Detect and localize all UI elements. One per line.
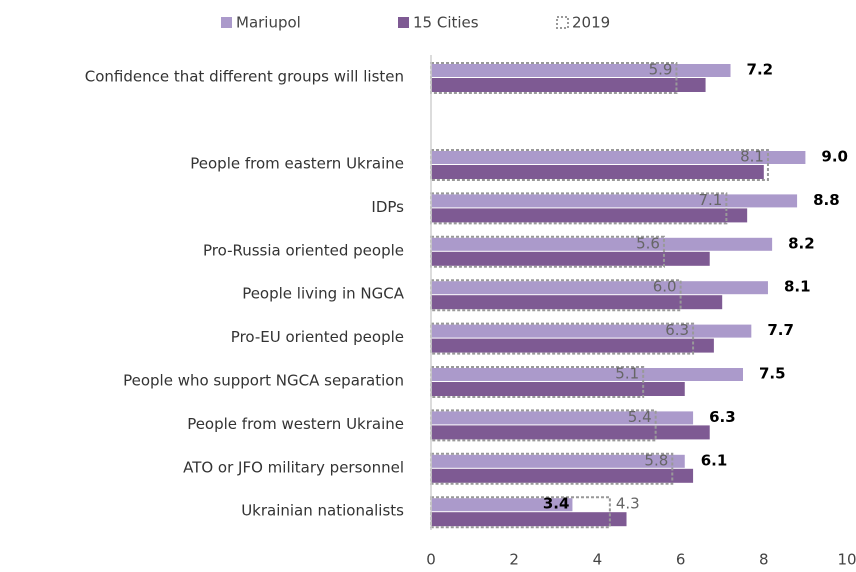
legend-label: 2019	[572, 14, 610, 32]
x-tick-label: 10	[837, 551, 856, 569]
bar	[431, 324, 752, 338]
x-tick-label: 4	[593, 551, 603, 569]
bar	[431, 368, 743, 381]
data-label: 4.3	[616, 495, 640, 513]
bar-outline	[430, 149, 769, 181]
bar	[431, 281, 768, 295]
category-label: Pro-Russia oriented people	[203, 241, 404, 259]
data-label: 6.3	[709, 408, 736, 426]
bar	[431, 411, 694, 425]
legend-label: 15 Cities	[413, 14, 479, 32]
data-label: 6.1	[701, 451, 728, 469]
x-tick-label: 0	[426, 551, 436, 569]
legend-swatch	[398, 17, 409, 28]
x-tick-label: 6	[676, 551, 686, 569]
data-label: 7.7	[767, 321, 794, 339]
bar	[431, 78, 706, 92]
legend-swatch	[221, 17, 232, 28]
bar	[431, 237, 773, 251]
bar	[431, 165, 764, 179]
category-label: Confidence that different groups will li…	[85, 68, 404, 86]
bar	[431, 295, 723, 310]
bar-outline	[430, 409, 657, 442]
category-label: IDPs	[371, 198, 404, 216]
bar	[431, 151, 806, 164]
category-label: People from western Ukraine	[187, 415, 404, 433]
bar-outline	[430, 366, 645, 398]
bar	[431, 498, 573, 512]
x-tick-label: 2	[509, 551, 519, 569]
bar	[431, 382, 685, 396]
data-label: 6.3	[665, 321, 689, 339]
data-label: 3.4	[543, 495, 570, 513]
bar	[431, 208, 748, 223]
bar	[431, 425, 710, 440]
data-label: 8.1	[784, 278, 811, 296]
data-label: 5.8	[644, 451, 668, 469]
bar	[431, 338, 714, 353]
bar	[431, 512, 627, 527]
bar	[431, 468, 694, 483]
data-label: 8.2	[788, 234, 815, 252]
data-label: 8.1	[740, 148, 764, 166]
bar	[431, 194, 798, 208]
category-label: Pro-EU oriented people	[231, 328, 404, 346]
bar-outline	[430, 322, 695, 355]
data-label: 5.6	[636, 234, 660, 252]
data-label: 7.2	[747, 61, 774, 79]
legend-swatch	[556, 16, 569, 29]
data-label: 9.0	[821, 148, 848, 166]
category-label: ATO or JFO military personnel	[183, 458, 404, 476]
x-tick-label: 8	[759, 551, 769, 569]
data-label: 6.0	[653, 278, 677, 296]
bar	[431, 251, 710, 266]
category-label: People who support NGCA separation	[123, 372, 404, 390]
legend-label: Mariupol	[236, 14, 301, 32]
data-label: 5.9	[649, 61, 673, 79]
data-label: 5.1	[615, 365, 639, 383]
category-label: People living in NGCA	[242, 285, 405, 303]
category-label: Ukrainian nationalists	[241, 502, 404, 520]
data-label: 8.8	[813, 191, 840, 209]
data-label: 5.4	[628, 408, 652, 426]
data-label: 7.5	[759, 365, 786, 383]
bar	[431, 64, 731, 77]
bar	[431, 454, 685, 468]
category-label: People from eastern Ukraine	[190, 155, 404, 173]
data-label: 7.1	[699, 191, 723, 209]
